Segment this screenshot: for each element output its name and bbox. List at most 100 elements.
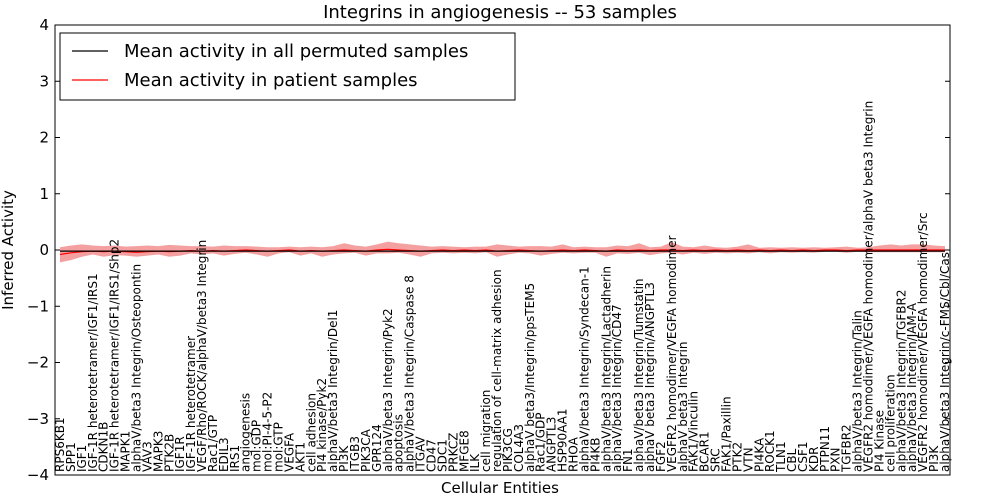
y-tick-label: 0 (39, 241, 49, 259)
x-tick-label: alphaV/beta3 Integrin/Osteopontin (130, 264, 144, 472)
x-tick-label: PIK3CA (359, 428, 373, 472)
x-tick-label: PI4KB (588, 438, 602, 473)
x-tick-label: MFGE8 (457, 430, 471, 472)
x-tick-label: PTK2 (730, 442, 744, 472)
x-tick-label: mol:GTP (272, 422, 286, 472)
y-tick-label: −3 (27, 410, 49, 428)
x-tick-label: mol:PI-4-5-P2 (261, 392, 275, 472)
x-tick-label: alphaV/beta3 Integrin/c-FMS/Cbl/Cas (938, 252, 952, 472)
x-tick-label: VEGFR2 homodimer/VEGFA homodimer/alphaV … (862, 101, 876, 472)
x-tick-label: VAV3 (140, 441, 154, 472)
x-tick-label: Rac1/GDP (534, 412, 548, 471)
x-tick-label: MAPK3 (151, 431, 165, 472)
x-tick-label: PIK3CG (501, 428, 515, 472)
x-tick-label: mol:GDP (250, 420, 264, 472)
x-tick-label: CBL (785, 448, 799, 472)
legend-box (59, 32, 516, 101)
x-tick-label: FN1 (621, 448, 635, 472)
x-tick-label: IGF-1R heterotetramer (184, 336, 198, 472)
x-tick-label: VTN (741, 447, 755, 472)
x-tick-label: FAK1/Paxillin (720, 396, 734, 472)
chart-title: Integrins in angiogenesis -- 53 samples (323, 2, 677, 23)
y-axis-label: Inferred Activity (0, 190, 17, 310)
x-tick-label: VEGF/Rho/ROCK/alphaV/beta3 Integrin (195, 240, 209, 472)
y-tick-label: 4 (39, 16, 49, 34)
x-tick-label: COL4A3 (512, 424, 526, 472)
patient-band-layer (60, 241, 945, 263)
x-axis-label: Cellular Entities (441, 479, 559, 497)
x-tick-label: cell migration (479, 390, 493, 472)
x-tick-label: alphaV/beta3 Integrin/Talin (851, 310, 865, 472)
x-tick-label: cell proliferation (883, 374, 897, 472)
x-tick-label: TGFBR2 (840, 424, 854, 473)
x-tick-label: cell adhesion (304, 393, 318, 472)
legend: Mean activity in all permuted samples Me… (59, 32, 516, 101)
x-tick-label: alphaV/beta3 Integrin/Pyk2 (381, 308, 395, 472)
x-tick-label: alphaV/beta3 Integrin/TGFBR2 (894, 289, 908, 472)
x-tick-label: IGF1 (75, 445, 89, 472)
x-tick-label: alphaV/beta3 Integrin/Syndecan-1 (577, 266, 591, 472)
x-tick-label: ILK (468, 453, 482, 472)
x-tick-label: IRS1 (228, 445, 242, 472)
x-tick-label: FGF2 (654, 441, 668, 472)
x-tick-label: VEGFR2 homodimer/VEGFA homodimer (665, 235, 679, 472)
x-tick-label: GPR124 (370, 424, 384, 472)
y-tick-label: 1 (39, 185, 49, 203)
y-tick-label: 3 (39, 72, 49, 90)
x-tick-label: IGF-1R heterotetramer/IGF1/IRS1/Shp2 (108, 239, 122, 472)
x-tick-label: alphaV beta3/Integrin/ppsTEM5 (523, 283, 537, 472)
x-tick-label: PI4KA (752, 437, 766, 472)
x-tick-label: alphaV beta3 Integrin (676, 341, 690, 472)
x-tick-label: PXN (829, 448, 843, 472)
x-tick-label: alphaV/beta3 Integrin/Lactadherin (599, 266, 613, 472)
x-tick-label: IGF-1R heterotetramer/IGF1/IRS1 (86, 273, 100, 472)
x-tick-label: KDR (807, 447, 821, 472)
patient-activity-band (60, 241, 945, 263)
x-tick-label: alphaV/beta3 Integrin/Caspase 8 (403, 275, 417, 472)
x-tick-label: PI4 Kinase (872, 410, 886, 472)
x-tick-label: SDC1 (435, 439, 449, 472)
x-tick-label: regulation of cell-matrix adhesion (490, 269, 504, 472)
x-tick-label: CD47 (425, 439, 439, 472)
y-tick-label: −1 (27, 297, 49, 315)
x-tick-label: PI3K (927, 445, 941, 472)
x-tick-label: EDIL3 (217, 437, 231, 472)
y-tick-label: 2 (39, 129, 49, 147)
x-tick-label: AKT1 (293, 442, 307, 472)
x-tick-label: IGF1R (173, 436, 187, 472)
x-tick-label: SRC (709, 448, 723, 472)
x-tick-label: ITGAV (414, 435, 428, 472)
x-tick-label: CDKN1B (97, 422, 111, 472)
x-tick-label: HSP90AA1 (556, 408, 570, 472)
legend-label-permuted: Mean activity in all permuted samples (124, 41, 468, 62)
x-tick-label: PI4 kinase/Pyk2 (315, 378, 329, 472)
x-tick-label: PTPN11 (818, 426, 832, 472)
x-tick-label: ANGPTL3 (545, 417, 559, 472)
x-tick-label: TLN1 (774, 441, 788, 473)
x-tick-label: alphaV beta3 Integrin/ANGPTL3 (643, 282, 657, 472)
y-tick-label: −4 (27, 466, 49, 484)
x-tick-label: VEGFA (282, 432, 296, 472)
x-tick-label: VEGFR2 homodimer/VEGFA homodimer/Src (916, 212, 930, 472)
x-tick-label: PTK2B (162, 434, 176, 472)
x-tick-label: alphaV/beta3 Integrin/Del1 (326, 310, 340, 472)
x-tick-label: RHOA (567, 436, 581, 472)
legend-label-patient: Mean activity in patient samples (124, 70, 418, 91)
x-tick-label: apoptosis (392, 414, 406, 472)
x-tick-label: SPP1 (64, 442, 78, 472)
x-tick-label: angiogenesis (239, 393, 253, 472)
x-tick-label: alphaV/beta3 Integrin/CD47 (610, 304, 624, 472)
plot-frame (54, 24, 951, 476)
x-tick-label: ITGB3 (348, 436, 362, 472)
x-tick-label: PRKCZ (446, 433, 460, 472)
x-tick-label: FAK1/Vinculin (687, 391, 701, 472)
x-tick-label: Rac1/GTP (206, 415, 220, 472)
series-layer (59, 248, 945, 256)
x-tick-label: alphaV/beta3 Integrin/JAM-A (905, 302, 919, 472)
x-tick-label: PI3K (337, 445, 351, 472)
x-tick-label: ROCK1 (763, 430, 777, 472)
x-tick-label: BCAR1 (698, 431, 712, 472)
x-tick-label: CSF1 (796, 441, 810, 472)
